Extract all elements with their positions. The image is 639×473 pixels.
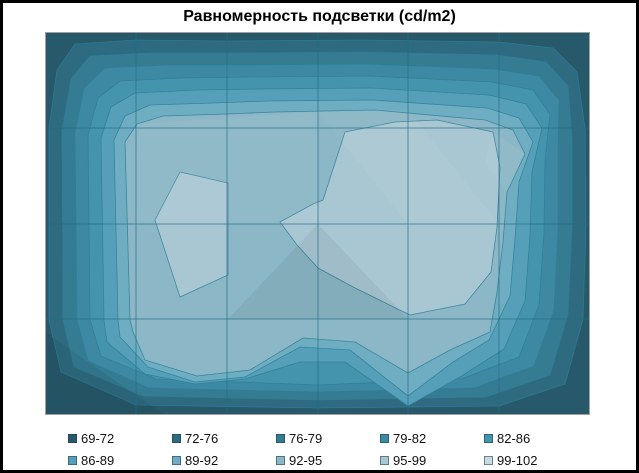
legend-swatch: [172, 455, 181, 465]
legend-label: 72-76: [185, 430, 219, 446]
shading-facet: [485, 132, 525, 192]
contour-band-95-99: [154, 171, 229, 298]
legend-label: 92-95: [289, 452, 323, 468]
legend-item: 89-92: [172, 453, 276, 468]
legend-label: 95-99: [393, 452, 427, 468]
legend-item: 86-89: [68, 453, 172, 468]
legend-item: 76-79: [276, 431, 380, 446]
legend-label: 82-86: [497, 430, 531, 446]
plot-area: [45, 32, 590, 415]
legend-swatch: [68, 433, 77, 443]
legend-swatch: [68, 455, 77, 465]
legend-label: 69-72: [81, 430, 115, 446]
legend-item: 79-82: [380, 431, 484, 446]
legend-swatch: [276, 433, 285, 443]
legend-item: 92-95: [276, 453, 380, 468]
legend-label: 89-92: [185, 452, 219, 468]
legend-row-1: 69-72 72-76 76-79 79-82 82-86: [68, 430, 588, 446]
legend-swatch: [484, 433, 493, 443]
legend-swatch: [276, 455, 285, 465]
legend-swatch: [380, 455, 389, 465]
legend-label: 76-79: [289, 430, 323, 446]
legend-label: 86-89: [81, 452, 115, 468]
legend-item: 82-86: [484, 431, 588, 446]
shading-facet: [45, 332, 165, 415]
legend-row-2: 86-89 89-92 92-95 95-99 99-102: [68, 452, 588, 468]
legend-item: 72-76: [172, 431, 276, 446]
legend-swatch: [172, 433, 181, 443]
plot-border: [45, 32, 590, 415]
legend-item: 69-72: [68, 431, 172, 446]
legend-item: 95-99: [380, 453, 484, 468]
legend-label: 99-102: [497, 452, 538, 468]
legend-swatch: [484, 455, 493, 465]
legend-item: 99-102: [484, 453, 588, 468]
legend-label: 79-82: [393, 430, 427, 446]
legend-swatch: [380, 433, 389, 443]
chart-title: Равномерность подсветки (cd/m2): [183, 8, 456, 25]
